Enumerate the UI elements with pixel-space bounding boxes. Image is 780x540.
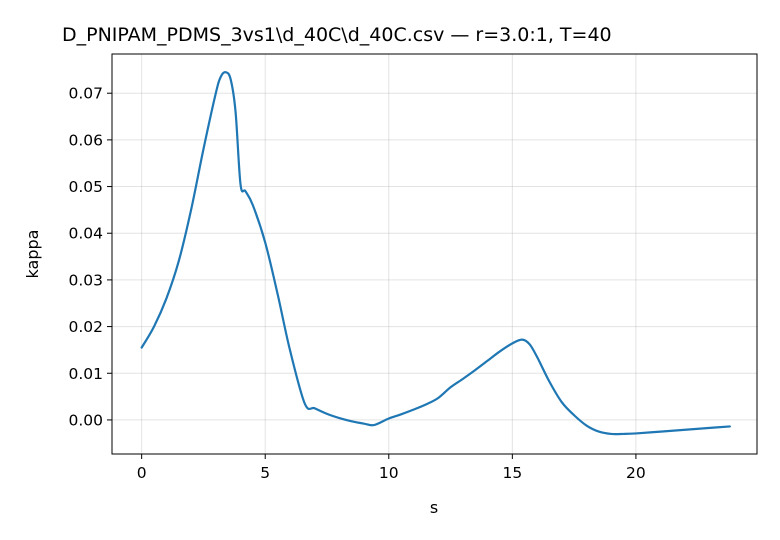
x-axis-label: s — [430, 498, 438, 517]
y-tick-label: 0.06 — [68, 131, 103, 149]
x-tick-label: 20 — [626, 464, 646, 482]
y-tick-label: 0.03 — [68, 271, 103, 289]
y-tick-label: 0.05 — [68, 178, 103, 196]
y-tick-label: 0.04 — [68, 225, 103, 243]
tick-layer: 0 5 10 15 20 0.00 0.01 0.02 0.03 0.04 0.05 0.06 0.07 — [68, 85, 645, 482]
x-tick-label: 0 — [137, 464, 147, 482]
grid-layer — [112, 54, 757, 454]
y-tick-label: 0.02 — [68, 318, 103, 336]
y-tick-label: 0.01 — [68, 365, 103, 383]
x-tick-label: 15 — [502, 464, 522, 482]
y-tick-label: 0.07 — [68, 85, 103, 103]
x-tick-label: 5 — [260, 464, 270, 482]
plot-frame — [111, 53, 758, 455]
series-layer — [140, 71, 731, 436]
y-tick-label: 0.00 — [68, 411, 103, 429]
x-tick-label: 10 — [379, 464, 399, 482]
y-axis-label: kappa — [23, 230, 42, 279]
chart-title: D_PNIPAM_PDMS_3vs1\d_40C\d_40C.csv — r=3… — [62, 24, 612, 46]
series-line — [140, 71, 731, 436]
